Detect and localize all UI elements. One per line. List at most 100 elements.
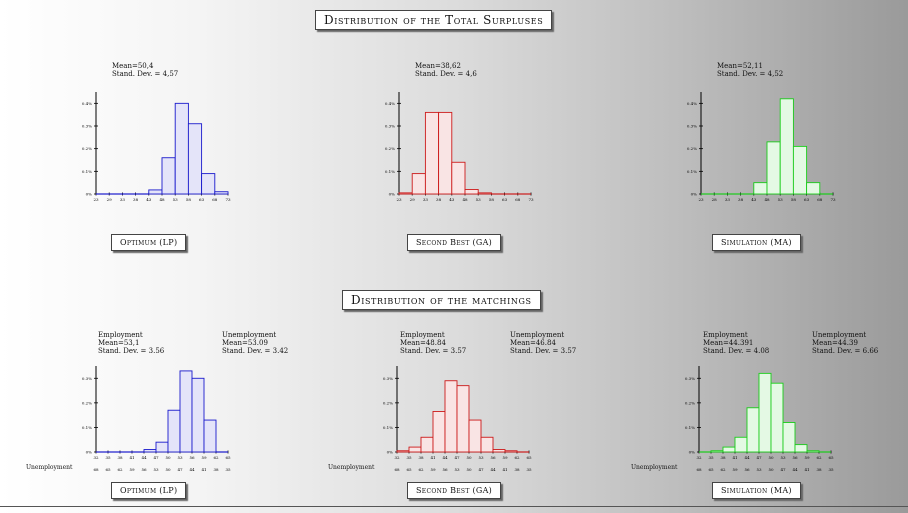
x-tick-label: 23 (396, 197, 402, 202)
histogram-bar (504, 450, 518, 453)
histogram-bar (734, 436, 748, 453)
ma-unemployment-sd: Stand. Dev. = 6.66 (812, 347, 879, 355)
x-tick-label: 43 (146, 197, 152, 202)
ga-unemployment-axis-label: Unemployment (328, 464, 375, 471)
y-tick-label: 0.3% (687, 124, 697, 129)
histogram-bar (408, 446, 422, 453)
x-tick-label: 38 (117, 455, 123, 460)
x-tick-label: 33 (725, 197, 731, 202)
histogram-bar (214, 191, 229, 195)
x2-tick-label: 47 (478, 467, 484, 472)
x-tick-label: 73 (225, 197, 231, 202)
x2-tick-label: 59 (732, 467, 738, 472)
ga-surplus-stats: Mean=38,62 Stand. Dev. = 4,6 (415, 62, 477, 78)
ga-matchings-button[interactable]: Second Best (GA) (407, 482, 502, 499)
x-tick-label: 48 (764, 197, 770, 202)
x2-tick-label: 38 (514, 467, 520, 472)
lp-surplus-mean: Mean=50,4 (112, 62, 154, 70)
histogram-bar (438, 111, 453, 195)
x-tick-label: 32 (394, 455, 400, 460)
x-tick-label: 65 (526, 455, 532, 460)
lp-surplus-button[interactable]: Optimum (LP) (111, 234, 187, 251)
ma-matchings-histogram: 0% 0.1% 0.2% 0.3% 32 35 38 41 44 47 50 53 56 59 62 65 68… (685, 366, 834, 472)
x-tick-label: 53 (177, 455, 183, 460)
x-tick-label: 44 (442, 455, 448, 460)
x-tick-label: 59 (201, 455, 207, 460)
x-tick-label: 32 (696, 455, 702, 460)
x-tick-label: 53 (476, 197, 482, 202)
x2-tick-label: 50 (768, 467, 774, 472)
lp-matchings-button[interactable]: Optimum (LP) (111, 482, 187, 499)
ga-unemployment-label: Unemployment (510, 331, 565, 339)
histogram-bar (710, 450, 724, 453)
histogram-bar (398, 192, 413, 195)
ga-surplus-sd: Stand. Dev. = 4,6 (415, 70, 477, 78)
histogram-bar (420, 436, 434, 453)
histogram-bar (411, 173, 426, 195)
histogram-bar (424, 111, 440, 195)
x-tick-label: 48 (462, 197, 468, 202)
x-tick-label: 48 (159, 197, 165, 202)
ma-employment-label: Employment (703, 331, 748, 339)
x-tick-label: 44 (141, 455, 147, 460)
x-tick-label: 62 (514, 455, 520, 460)
lp-employment-label: Employment (98, 331, 143, 339)
histogram-bar (758, 372, 772, 453)
x2-tick-label: 68 (696, 467, 702, 472)
histogram-bar (766, 141, 781, 195)
histogram-bar (432, 411, 446, 453)
x-tick-label: 38 (720, 455, 726, 460)
x-tick-label: 68 (817, 197, 823, 202)
histogram-bar (477, 192, 492, 195)
x-tick-label: 43 (449, 197, 455, 202)
surplus-section-title: Distribution of the Total Surpluses (315, 10, 553, 30)
ga-employment-sd: Stand. Dev. = 3.57 (400, 347, 467, 355)
histogram-bar (187, 123, 203, 195)
x2-tick-label: 35 (526, 467, 532, 472)
histogram-bar (480, 436, 494, 453)
matching-section-title: Distribution of the matchings (342, 290, 541, 310)
y-tick-label: 0% (691, 192, 698, 197)
ma-surplus-button[interactable]: Simulation (MA) (712, 234, 801, 251)
x2-tick-label: 56 (744, 467, 750, 472)
x2-tick-label: 38 (816, 467, 822, 472)
ga-surplus-button[interactable]: Second Best (GA) (407, 234, 502, 251)
x-tick-label: 53 (778, 197, 784, 202)
histogram-bar (174, 102, 189, 195)
x-tick-label: 32 (93, 455, 99, 460)
lp-unemployment-sd: Stand. Dev. = 3.42 (222, 347, 289, 355)
x2-tick-label: 35 (828, 467, 834, 472)
x-tick-label: 23 (698, 197, 704, 202)
ma-surplus-stats: Mean=52,11 Stand. Dev. = 4,52 (717, 62, 783, 78)
x-tick-label: 63 (199, 197, 205, 202)
y-tick-label: 0% (389, 192, 396, 197)
ga-employment-mean: Mean=48.84 (400, 339, 446, 347)
histogram-bar (456, 385, 470, 453)
lp-employment-mean: Mean=53,1 (98, 339, 140, 347)
lp-matchings-histogram: 0% 0.1% 0.2% 0.3% 32 35 38 41 44 47 50 53 56 59 62 65 68… (82, 366, 231, 472)
x-tick-label: 35 (406, 455, 412, 460)
histogram-bar (148, 189, 163, 195)
histogram-bar (464, 189, 479, 195)
x-tick-label: 68 (212, 197, 218, 202)
x-tick-label: 38 (738, 197, 744, 202)
y-tick-label: 0.2% (687, 146, 697, 151)
x-tick-label: 23 (93, 197, 99, 202)
ga-surplus-mean: Mean=38,62 (415, 62, 461, 70)
x-tick-label: 43 (751, 197, 757, 202)
ma-matchings-button[interactable]: Simulation (MA) (712, 482, 801, 499)
ma-employment-mean: Mean=44.391 (703, 339, 754, 347)
x2-tick-label: 68 (93, 467, 99, 472)
y-tick-label: 0.1% (385, 169, 395, 174)
histogram-bar (746, 407, 760, 453)
ma-employment-stats: Employment Mean=44.391 Stand. Dev. = 4.08 (703, 331, 769, 355)
x-tick-label: 68 (515, 197, 521, 202)
x2-tick-label: 65 (708, 467, 714, 472)
x-tick-label: 73 (528, 197, 534, 202)
histogram-bar (806, 450, 820, 453)
y-tick-label: 0.2% (385, 146, 395, 151)
x2-tick-label: 35 (225, 467, 231, 472)
ma-unemployment-axis-label: Unemployment (631, 464, 678, 471)
lp-unemployment-stats: Unemployment Mean=53.09 Stand. Dev. = 3.42 (222, 331, 288, 355)
x2-tick-label: 56 (141, 467, 147, 472)
